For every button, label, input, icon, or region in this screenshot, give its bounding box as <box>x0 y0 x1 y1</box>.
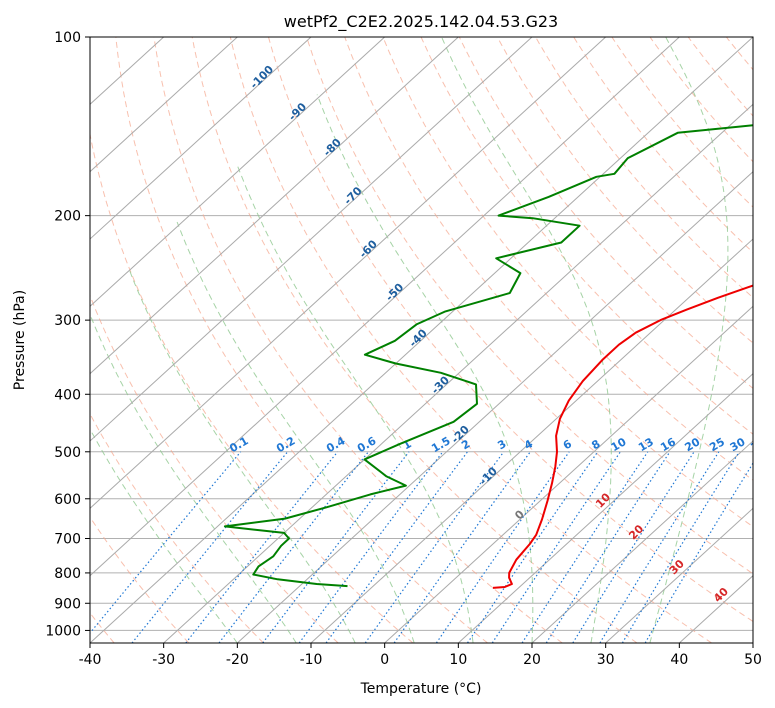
dry-adiabat-line <box>344 37 753 528</box>
isotherm-line <box>605 507 753 643</box>
mixing-ratio-line <box>644 462 753 643</box>
dry-adiabat-line <box>765 37 775 643</box>
y-tick-label: 300 <box>54 313 81 329</box>
y-tick-label: 1000 <box>45 623 81 639</box>
mixing-ratio-line <box>521 451 649 643</box>
x-tick-label: 40 <box>670 652 688 668</box>
mixing-ratio-line <box>262 451 410 643</box>
x-tick-label: 30 <box>597 652 615 668</box>
axes: -40 -30 -20 -10 0 10 20 30 40 50 100 200 300 400 500 60… <box>45 30 762 668</box>
dewpoint-line <box>223 124 753 588</box>
isotherm-line <box>236 170 753 643</box>
y-tick-label: 800 <box>54 566 81 582</box>
moist-adiabat-line <box>316 94 534 643</box>
dry-adiabat-line <box>90 294 339 643</box>
dry-adiabat-line <box>90 516 190 643</box>
x-tick-label: -40 <box>79 652 102 668</box>
mixing-ratio-line <box>90 451 242 634</box>
isotherm-line <box>90 37 680 577</box>
dry-adiabat-line <box>611 37 753 208</box>
dry-adiabat-line <box>306 37 753 575</box>
x-tick-label: -10 <box>300 652 323 668</box>
moist-adiabat-line <box>176 221 415 643</box>
isotherm-line <box>531 440 753 643</box>
y-tick-label: 900 <box>54 596 81 612</box>
isotherm-line <box>90 37 607 510</box>
dry-adiabat-line <box>229 37 712 643</box>
isotherm-line <box>163 103 753 643</box>
x-axis-label: Temperature (°C) <box>360 681 482 697</box>
chart-title: wetPf2_C2E2.2025.142.04.53.G23 <box>284 12 558 32</box>
mixing-ratio-line <box>364 451 505 643</box>
mixing-ratio-line <box>621 451 740 643</box>
plot-frame <box>89 36 754 644</box>
x-tick-label: -30 <box>152 652 175 668</box>
y-tick-label: 400 <box>54 387 81 403</box>
moist-adiabat-line <box>649 37 729 643</box>
mixing-ratio-line <box>491 451 621 643</box>
y-tick-label: 600 <box>54 492 81 508</box>
isotherm-line <box>90 37 753 643</box>
isotherm-line <box>457 372 753 643</box>
moist-adiabat-line <box>441 37 612 643</box>
mixing-ratio-line <box>185 451 339 643</box>
moist-adiabat-line <box>128 267 356 643</box>
dry-adiabat-line <box>115 37 488 643</box>
x-tick-label: 10 <box>449 652 467 668</box>
isotherm-line <box>90 37 238 173</box>
dry-adiabat-line <box>90 412 264 643</box>
mixing-ratio-line <box>131 451 289 643</box>
dry-adiabat-line <box>420 37 753 435</box>
isotherm-line <box>90 37 386 308</box>
mixing-ratio-line <box>325 451 468 643</box>
x-tick-label: -20 <box>226 652 249 668</box>
isotherm-line <box>90 37 533 442</box>
dry-adiabat-line <box>268 37 753 623</box>
y-tick-label: 500 <box>54 445 81 461</box>
dry-adiabat-line <box>496 37 753 344</box>
isotherm-line <box>90 37 312 240</box>
dry-adiabat-line <box>191 37 638 643</box>
isotherm-line <box>752 642 753 643</box>
isotherm-line <box>310 238 753 643</box>
mixing-ratio-line <box>393 451 531 643</box>
temperature-line <box>492 284 753 589</box>
mixing-ratio-line <box>572 451 695 643</box>
mixing-ratio-line <box>435 451 570 643</box>
y-axis-label: Pressure (hPa) <box>12 290 28 390</box>
x-tick-label: 20 <box>523 652 541 668</box>
y-tick-label: 700 <box>54 532 81 548</box>
isotherm-line <box>90 37 459 375</box>
y-tick-label: 200 <box>54 209 81 225</box>
dry-adiabat-line <box>382 37 753 481</box>
dry-adiabat-line <box>153 37 563 643</box>
mixing-ratio-label: 36 <box>748 435 768 454</box>
x-tick-label: 50 <box>744 652 762 668</box>
moist-adiabat-line <box>237 165 474 643</box>
isotherm-line <box>384 305 753 643</box>
mixing-ratio-line <box>466 451 599 643</box>
y-tick-label: 100 <box>54 30 81 46</box>
mixing-ratio-line <box>298 451 444 643</box>
x-tick-label: 0 <box>380 652 389 668</box>
mixing-ratio-line <box>545 451 671 643</box>
